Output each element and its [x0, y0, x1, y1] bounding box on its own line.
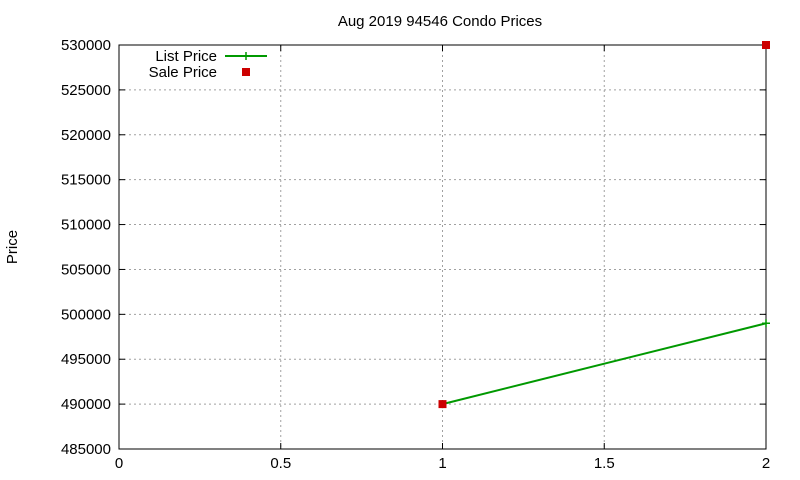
y-tick-label: 490000 [61, 396, 111, 413]
chart-title: Aug 2019 94546 Condo Prices [338, 13, 542, 30]
plot-frame [118, 44, 767, 450]
legend-label: List Price [155, 48, 217, 65]
y-tick-label: 530000 [61, 37, 111, 54]
y-tick-label: 515000 [61, 172, 111, 189]
legend-label: Sale Price [149, 64, 217, 81]
y-tick-label: 510000 [61, 217, 111, 234]
x-tick-label: 0 [115, 455, 123, 472]
x-tick-label: 1 [438, 455, 446, 472]
list-price-point [762, 319, 770, 328]
legend-square-marker [242, 68, 250, 76]
y-tick-label: 505000 [61, 261, 111, 278]
y-tick-label: 485000 [61, 441, 111, 458]
sale-price-point [438, 400, 447, 409]
grid-lines [119, 45, 766, 449]
legend-plus-marker [242, 52, 250, 60]
y-tick-label: 525000 [61, 82, 111, 99]
data-series [438, 41, 770, 409]
x-tick-label: 1.5 [594, 455, 615, 472]
y-tick-label: 500000 [61, 306, 111, 323]
y-axis-label: Price [4, 230, 21, 264]
x-tick-label: 0.5 [270, 455, 291, 472]
y-tick-label: 495000 [61, 351, 111, 368]
y-tick-label: 520000 [61, 127, 111, 144]
x-tick-label: 2 [762, 455, 770, 472]
sale-price-point [762, 41, 770, 49]
axis-ticks: 0 0.5 1 1.5 2 485000 490000 495000 500000 505000 5… [61, 37, 770, 472]
list-price-line [442, 322, 767, 406]
